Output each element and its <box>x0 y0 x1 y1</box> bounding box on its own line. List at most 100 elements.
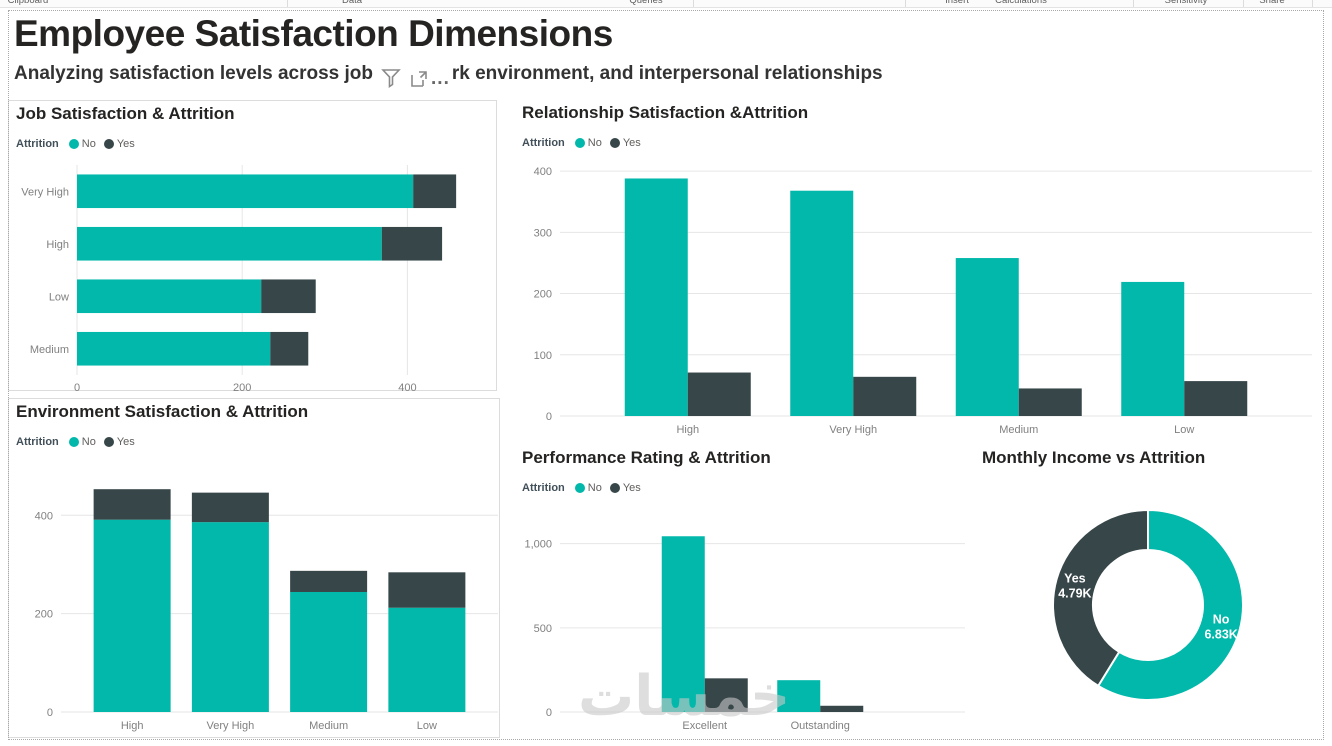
axis-label: Very High <box>207 720 255 732</box>
visual-environment-satisfaction: Environment Satisfaction & Attrition Att… <box>8 398 500 738</box>
legend: Attrition No Yes <box>16 436 143 448</box>
bar-yes[interactable] <box>820 705 864 712</box>
legend-item-no[interactable]: No <box>574 482 602 494</box>
legend-title: Attrition <box>522 137 565 149</box>
bar-no[interactable] <box>790 190 854 416</box>
page-subtitle: Analyzing satisfaction levels across job… <box>14 59 883 89</box>
ribbon-separator <box>1133 0 1134 7</box>
job-satisfaction-chart: 0 200 400 Very High High Low Medium <box>21 165 457 392</box>
axis-label: 400 <box>398 382 416 392</box>
bar-segment-no[interactable] <box>290 591 368 712</box>
focus-mode-icon[interactable] <box>410 59 429 88</box>
visual-job-satisfaction: Job Satisfaction & Attrition Attrition No… <box>8 100 497 392</box>
bar-segment-yes[interactable] <box>261 279 316 314</box>
legend-label: No <box>587 482 602 494</box>
legend-item-no[interactable]: No <box>68 436 96 448</box>
axis-label: Low <box>1174 424 1194 436</box>
environment-satisfaction-chart: 0 200 400 High Very High Medium Low <box>35 489 498 732</box>
axis-label: Excellent <box>682 720 727 732</box>
legend-label: Yes <box>622 137 641 149</box>
axis-label: 300 <box>534 227 552 239</box>
axis-label: Medium <box>30 344 69 356</box>
legend-item-yes[interactable]: Yes <box>103 138 135 150</box>
axis-label: Low <box>49 291 69 303</box>
bar-yes[interactable] <box>687 372 751 416</box>
visual-title: Job Satisfaction & Attrition <box>16 104 235 123</box>
ribbon-strip: Clipboard Data Queries Insert Calculations Se… <box>0 0 1332 8</box>
ribbon-group-clipboard[interactable]: Clipboard <box>7 0 49 6</box>
axis-label: Very High <box>829 424 877 436</box>
bar-no[interactable] <box>624 178 688 416</box>
bar-segment-yes[interactable] <box>270 331 309 366</box>
bar-no[interactable] <box>1121 281 1185 416</box>
axis-label: 200 <box>233 382 251 392</box>
bar-segment-yes[interactable] <box>191 492 269 523</box>
donut-slice-yes[interactable] <box>1052 508 1149 688</box>
bar-no[interactable] <box>777 680 821 712</box>
legend-label: No <box>81 138 96 150</box>
ribbon-group-insert[interactable]: Insert <box>945 0 969 6</box>
more-options-icon[interactable]: ... <box>431 67 450 89</box>
visual-title: Performance Rating & Attrition <box>522 448 771 467</box>
bar-yes[interactable] <box>1184 381 1248 416</box>
legend-label: No <box>81 436 96 448</box>
axis-label: High <box>121 720 144 732</box>
relationship-satisfaction-chart: 0 100 200 300 400 High Very High Medium Low <box>534 166 1312 436</box>
bar-segment-no[interactable] <box>77 279 262 314</box>
axis-label: Very High <box>21 186 69 198</box>
page-title: Employee Satisfaction Dimensions <box>14 13 613 54</box>
axis-label: Outstanding <box>791 720 850 732</box>
donut-slice-no[interactable] <box>1096 508 1244 701</box>
bar-segment-no[interactable] <box>77 226 382 261</box>
legend-item-yes[interactable]: Yes <box>609 482 641 494</box>
bar-segment-no[interactable] <box>77 331 271 366</box>
monthly-income-donut-chart: No 6.83K Yes 4.79K <box>1052 508 1244 701</box>
ribbon-group-data[interactable]: Data <box>341 0 363 6</box>
bar-segment-yes[interactable] <box>93 489 171 520</box>
ribbon-group-share[interactable]: Share <box>1259 0 1285 6</box>
visual-monthly-income: Monthly Income vs Attrition No 6.83K Yes 4.… <box>975 445 1321 738</box>
legend-dot <box>103 437 114 447</box>
ribbon-separator <box>1312 0 1313 7</box>
bar-segment-yes[interactable] <box>413 174 457 209</box>
bar-yes[interactable] <box>704 678 748 712</box>
axis-label: 200 <box>534 289 552 301</box>
legend-item-no[interactable]: No <box>68 138 96 150</box>
legend-label: Yes <box>116 138 135 150</box>
legend-item-no[interactable]: No <box>574 137 602 149</box>
legend-dot <box>68 139 79 149</box>
ribbon-separator <box>905 0 906 7</box>
report-header: Employee Satisfaction Dimensions Analyzi… <box>14 13 883 89</box>
axis-label: Low <box>417 720 437 732</box>
bar-segment-yes[interactable] <box>381 226 443 261</box>
bar-no[interactable] <box>661 536 705 712</box>
visual-title: Environment Satisfaction & Attrition <box>16 402 309 421</box>
axis-label: High <box>676 424 699 436</box>
visual-relationship-satisfaction: Relationship Satisfaction &Attrition Att… <box>515 100 1332 445</box>
legend-item-yes[interactable]: Yes <box>609 137 641 149</box>
bar-yes[interactable] <box>853 376 917 416</box>
legend-dot <box>609 483 620 493</box>
ribbon-separator <box>1243 0 1244 7</box>
legend-dot <box>68 437 79 447</box>
legend-title: Attrition <box>16 436 59 448</box>
axis-label: 100 <box>534 350 552 362</box>
bar-segment-yes[interactable] <box>290 570 368 592</box>
legend-item-yes[interactable]: Yes <box>103 436 135 448</box>
legend: Attrition No Yes <box>522 137 649 149</box>
bar-no[interactable] <box>955 258 1019 416</box>
legend-label: Yes <box>622 482 641 494</box>
bar-yes[interactable] <box>1018 388 1082 416</box>
ribbon-group-calculations[interactable]: Calculations <box>995 0 1047 6</box>
filter-icon[interactable] <box>381 59 401 89</box>
bar-segment-no[interactable] <box>77 174 414 209</box>
bar-segment-no[interactable] <box>388 607 466 712</box>
bar-segment-yes[interactable] <box>388 572 466 608</box>
ribbon-group-sensitivity[interactable]: Sensitivity <box>1164 0 1208 6</box>
ribbon-group-queries[interactable]: Queries <box>629 0 663 6</box>
bar-segment-no[interactable] <box>191 522 269 712</box>
legend-label: Yes <box>116 436 135 448</box>
bar-segment-no[interactable] <box>93 519 171 712</box>
axis-label: 1,000 <box>524 539 552 551</box>
